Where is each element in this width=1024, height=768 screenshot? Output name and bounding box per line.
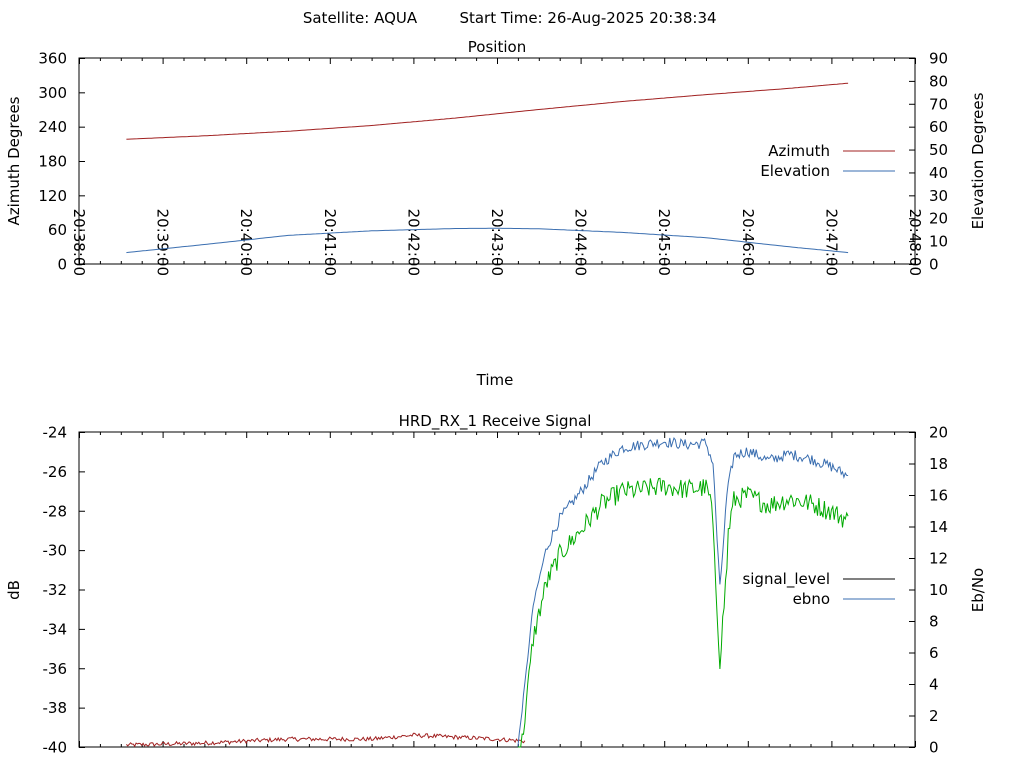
y2-tick-label: 0 bbox=[929, 256, 939, 274]
y2-tick-label: 0 bbox=[929, 739, 939, 757]
x-tick-label: 20:38:00 bbox=[70, 209, 88, 276]
elevation-axis-label: Elevation Degrees bbox=[969, 92, 987, 229]
y2-tick-label: 2 bbox=[929, 707, 939, 725]
x-tick-label: 20:39:00 bbox=[154, 209, 172, 276]
y2-tick-label: 60 bbox=[929, 118, 948, 136]
position-xlabel: Time bbox=[476, 371, 514, 389]
y-tick-label: -38 bbox=[43, 699, 68, 717]
x-tick-label: 20:42:00 bbox=[404, 209, 422, 276]
receive-signal-title: HRD_RX_1 Receive Signal bbox=[399, 412, 592, 431]
x-tick-label: 20:48:00 bbox=[906, 209, 924, 276]
y2-tick-label: 50 bbox=[929, 141, 948, 159]
receive-signal-panel: HRD_RX_1 Receive Signal dB Eb/No bbox=[5, 412, 987, 612]
start-time-label: Start Time: 26-Aug-2025 20:38:34 bbox=[459, 9, 716, 27]
panel-signal: -40 -38 -36 -34 -32 -30 -28 -26 -24 0 2 4 6 8 10 12 14 16… bbox=[43, 424, 949, 757]
y-tick-label: 360 bbox=[38, 50, 67, 68]
ebno-axis-label: Eb/No bbox=[969, 568, 987, 612]
legend-label-azimuth: Azimuth bbox=[768, 142, 830, 160]
y2-tick-label: 80 bbox=[929, 72, 948, 90]
position-panel: Position Time Azimuth Degrees Elevation … bbox=[5, 38, 987, 389]
y2-tick-label: 10 bbox=[929, 581, 948, 599]
legend-label-ebno: ebno bbox=[793, 590, 830, 608]
y2-tick-label: 8 bbox=[929, 613, 939, 631]
x-tick-label: 20:43:00 bbox=[488, 209, 506, 276]
plot-frame bbox=[78, 431, 916, 748]
x-tick-label: 20:45:00 bbox=[655, 209, 673, 276]
y-tick-label: -32 bbox=[43, 581, 68, 599]
y2-tick-label: 6 bbox=[929, 644, 939, 662]
x-tick-label: 20:41:00 bbox=[321, 209, 339, 276]
y-tick-label: -36 bbox=[43, 660, 68, 678]
y2-tick-label: 10 bbox=[929, 233, 948, 251]
y-tick-label: -40 bbox=[43, 739, 68, 757]
y2-tick-label: 16 bbox=[929, 487, 948, 505]
position-title: Position bbox=[468, 38, 526, 56]
y-tick-label: 180 bbox=[38, 153, 67, 171]
y-tick-label: 0 bbox=[57, 256, 67, 274]
y-tick-label: 240 bbox=[38, 118, 67, 136]
panel-position: 20:38:00 20:39:00 20:40:00 20:41:00 20:42:00… bbox=[38, 50, 948, 277]
x-tick-label: 20:47:00 bbox=[822, 209, 840, 276]
series-line-elevation bbox=[126, 227, 849, 254]
x-tick-label: 20:44:00 bbox=[572, 209, 590, 276]
position-legend: Azimuth Elevation bbox=[760, 142, 895, 180]
y2-tick-label: 12 bbox=[929, 550, 948, 568]
ebno-trace bbox=[517, 437, 849, 747]
y-tick-label: -24 bbox=[43, 424, 68, 442]
satellite-label: Satellite: AQUA bbox=[303, 9, 418, 27]
y2-tick-label: 30 bbox=[929, 187, 948, 205]
db-trace bbox=[517, 477, 849, 748]
x-tick-label: 20:40:00 bbox=[237, 209, 255, 276]
y-tick-label: -26 bbox=[43, 463, 68, 481]
y-tick-label: 60 bbox=[48, 221, 67, 239]
y-tick-label: -34 bbox=[43, 620, 68, 638]
y2-tick-label: 20 bbox=[929, 424, 948, 442]
y-tick-label: 120 bbox=[38, 187, 67, 205]
y2-tick-label: 4 bbox=[929, 676, 939, 694]
legend-label-signal-level: signal_level bbox=[742, 570, 830, 589]
y2-tick-label: 20 bbox=[929, 210, 948, 228]
y2-tick-label: 40 bbox=[929, 164, 948, 182]
signal-level-trace bbox=[126, 732, 526, 748]
y2-tick-label: 18 bbox=[929, 455, 948, 473]
azimuth-axis-label: Azimuth Degrees bbox=[5, 96, 23, 225]
y2-tick-label: 14 bbox=[929, 518, 948, 536]
legend-label-elevation: Elevation bbox=[760, 162, 830, 180]
y2-tick-label: 90 bbox=[929, 50, 948, 68]
y-tick-label: -30 bbox=[43, 542, 68, 560]
db-axis-label: dB bbox=[5, 580, 23, 600]
y-tick-label: 300 bbox=[38, 84, 67, 102]
series-line-azimuth bbox=[126, 82, 849, 140]
y2-tick-label: 70 bbox=[929, 95, 948, 113]
y-tick-label: -28 bbox=[43, 502, 68, 520]
